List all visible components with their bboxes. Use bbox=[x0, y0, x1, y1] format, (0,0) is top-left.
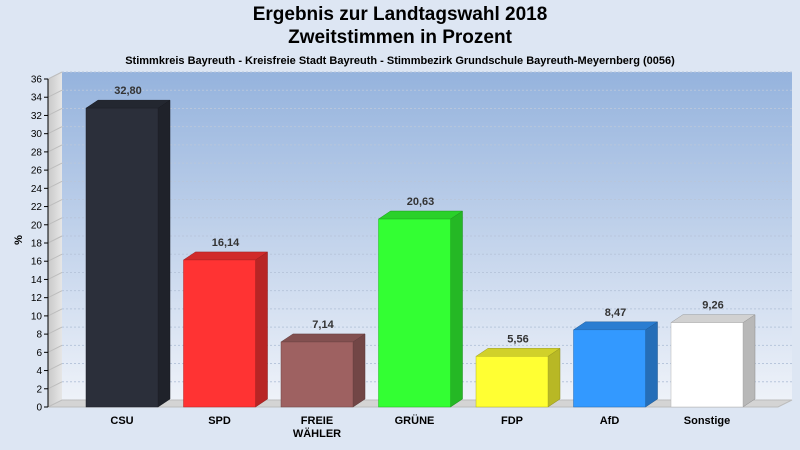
grid-line-wall bbox=[47, 107, 63, 116]
bar-front bbox=[378, 218, 451, 408]
grid-line-wall bbox=[47, 144, 63, 153]
grid-line-wall bbox=[47, 71, 63, 80]
grid-line-wall bbox=[47, 217, 63, 226]
bar-front bbox=[475, 356, 549, 408]
y-tick-label: 30 bbox=[31, 129, 43, 140]
bar-side bbox=[255, 251, 268, 408]
bar-side bbox=[352, 333, 366, 408]
bar-front bbox=[670, 322, 744, 408]
y-tick-label: 20 bbox=[31, 220, 43, 231]
bar-fdp: 5,56 FDP bbox=[475, 333, 561, 427]
bar-value-label: 16,14 bbox=[212, 237, 240, 249]
grid-line-wall bbox=[47, 235, 63, 244]
bar-value-label: 5,56 bbox=[507, 333, 528, 345]
x-tick-label: AfD bbox=[600, 415, 620, 427]
y-tick-label: 10 bbox=[31, 311, 43, 322]
bar-value-label: 9,26 bbox=[702, 300, 723, 312]
grid-line-wall bbox=[47, 290, 63, 299]
grid-line-wall bbox=[47, 89, 63, 98]
grid-line-wall bbox=[47, 271, 63, 280]
y-axis-label: % bbox=[13, 235, 25, 245]
bar-front bbox=[280, 341, 354, 408]
y-tick-label: 4 bbox=[36, 366, 42, 377]
bar-top bbox=[280, 333, 366, 343]
chart-subtitle: Zweitstimmen in Prozent bbox=[288, 27, 512, 48]
y-tick-label: 16 bbox=[31, 257, 43, 268]
bar-grüne: 20,63 GRÜNE bbox=[377, 196, 464, 427]
x-tick-label: Sonstige bbox=[684, 415, 730, 427]
grid-line-wall bbox=[47, 253, 63, 262]
grid-line-wall bbox=[47, 381, 63, 390]
bar-spd: 16,14 SPD bbox=[182, 237, 269, 427]
bar-value-label: 20,63 bbox=[407, 196, 435, 208]
y-tick-label: 0 bbox=[36, 403, 42, 414]
y-tick-label: 26 bbox=[31, 166, 43, 177]
grid-line-wall bbox=[47, 344, 63, 353]
y-tick-label: 2 bbox=[36, 384, 42, 395]
x-tick-label: WÄHLER bbox=[293, 427, 341, 440]
bar-value-label: 32,80 bbox=[114, 85, 142, 97]
y-tick-label: 22 bbox=[31, 202, 43, 213]
bar-sonstige: 9,26 Sonstige bbox=[670, 300, 756, 427]
chart-caption: Stimmkreis Bayreuth - Kreisfreie Stadt B… bbox=[125, 55, 675, 67]
bar-value-label: 8,47 bbox=[605, 307, 626, 319]
bar-value-label: 7,14 bbox=[312, 319, 334, 331]
bar-front bbox=[573, 329, 646, 408]
y-tick-label: 14 bbox=[31, 275, 43, 286]
grid-line-wall bbox=[47, 308, 63, 317]
grid-line-wall bbox=[47, 326, 63, 335]
x-tick-label: CSU bbox=[110, 415, 133, 427]
grid-line-wall bbox=[47, 126, 63, 135]
grid-line-wall bbox=[47, 180, 63, 189]
bar-side bbox=[450, 210, 463, 408]
bar-front bbox=[85, 107, 159, 408]
y-tick-label: 36 bbox=[31, 75, 43, 86]
chart-title: Ergebnis zur Landtagswahl 2018 bbox=[252, 4, 548, 25]
x-tick-label: GRÜNE bbox=[395, 414, 435, 427]
y-tick-label: 12 bbox=[31, 293, 43, 304]
bar-top bbox=[670, 314, 756, 323]
bar-afd: 8,47 AfD bbox=[572, 307, 659, 427]
bar-top bbox=[85, 99, 171, 109]
y-tick-label: 34 bbox=[31, 93, 43, 104]
grid-line-wall bbox=[47, 363, 63, 372]
bar-top bbox=[377, 210, 464, 220]
y-tick-label: 24 bbox=[31, 184, 43, 195]
bar-top bbox=[182, 251, 269, 261]
x-tick-label: SPD bbox=[208, 415, 231, 427]
bar-front bbox=[183, 259, 256, 408]
y-tick-label: 8 bbox=[36, 330, 42, 341]
bar-csu: 32,80 CSU bbox=[85, 85, 171, 427]
bar-side bbox=[157, 99, 171, 408]
x-tick-label: FREIE bbox=[301, 415, 333, 427]
bar-side bbox=[645, 321, 658, 408]
grid-line-wall bbox=[47, 199, 63, 208]
grid-line-wall bbox=[47, 162, 63, 171]
bar-side bbox=[742, 314, 756, 408]
y-tick-label: 6 bbox=[36, 348, 42, 359]
y-tick-label: 18 bbox=[31, 239, 43, 250]
bar-top bbox=[572, 321, 659, 331]
y-tick-label: 32 bbox=[31, 111, 43, 122]
x-tick-label: FDP bbox=[501, 415, 523, 427]
bar-top bbox=[475, 348, 561, 357]
bar-side bbox=[547, 347, 561, 408]
y-tick-label: 28 bbox=[31, 147, 43, 158]
